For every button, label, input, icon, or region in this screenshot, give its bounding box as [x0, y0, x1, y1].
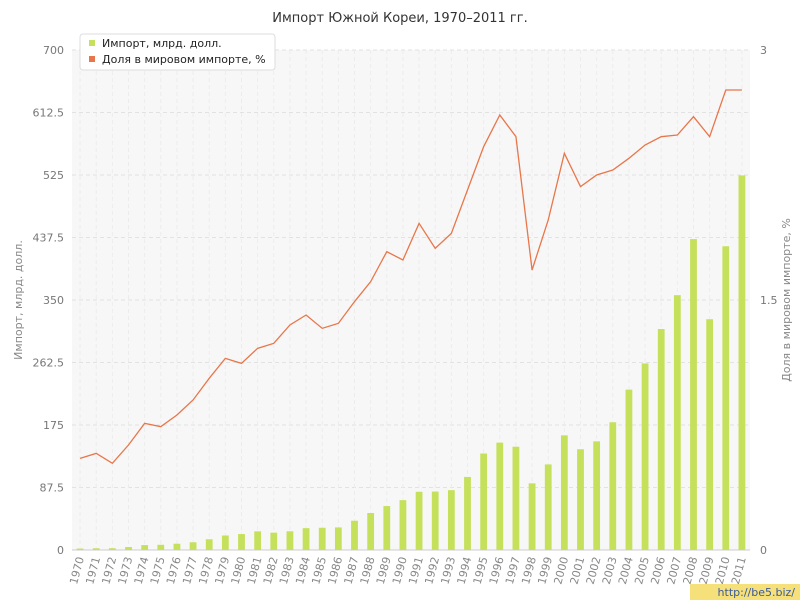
- import-bar: [367, 513, 375, 550]
- import-bar: [609, 422, 617, 550]
- right-axis-label: Доля в мировом импорте, %: [780, 218, 793, 382]
- chart-title: Импорт Южной Кореи, 1970–2011 гг.: [272, 11, 527, 26]
- import-bar: [657, 329, 665, 550]
- legend: Импорт, млрд. долл. Доля в мировом импор…: [79, 33, 276, 71]
- right-tick-label: 1.5: [760, 294, 778, 307]
- import-bar: [238, 534, 245, 550]
- watermark-link[interactable]: http://be5.biz/: [718, 586, 796, 599]
- import-bar: [690, 239, 697, 551]
- left-tick-label: 0: [57, 544, 64, 557]
- import-bar: [496, 442, 504, 550]
- import-bar: [738, 175, 746, 550]
- import-bar: [173, 543, 181, 550]
- import-bar: [560, 435, 568, 550]
- left-tick-label: 700: [43, 44, 64, 57]
- import-bar: [141, 545, 149, 550]
- legend-label-share: Доля в мировом импорте, %: [102, 53, 266, 66]
- import-bar: [706, 319, 714, 550]
- import-bar: [383, 506, 391, 550]
- import-bar: [318, 527, 326, 550]
- x-axis-ticks: 1970197119721973197419751976197719781979…: [67, 555, 749, 585]
- import-bar: [722, 246, 730, 551]
- import-bar: [512, 446, 520, 550]
- import-bar: [270, 532, 278, 550]
- left-axis-label: Импорт, млрд. долл.: [12, 240, 25, 360]
- import-bar: [302, 528, 310, 550]
- import-bar: [108, 548, 116, 550]
- import-bar: [76, 548, 84, 550]
- import-bar: [189, 542, 197, 550]
- left-axis-ticks: 0 87.5 175 262.5 350 437.5 525 612.5 700: [33, 44, 65, 557]
- legend-label-import: Импорт, млрд. долл.: [102, 37, 222, 50]
- import-bar: [431, 491, 439, 550]
- legend-swatch-share: [89, 56, 95, 62]
- share-line-path: [79, 89, 742, 465]
- left-tick-label: 437.5: [33, 232, 65, 245]
- import-bar: [673, 295, 681, 550]
- import-bar: [544, 464, 552, 550]
- import-bar: [254, 531, 262, 550]
- import-bar: [334, 527, 342, 550]
- import-bar: [286, 531, 294, 550]
- import-bar: [205, 539, 213, 550]
- import-bar: [415, 491, 423, 550]
- import-bar: [464, 476, 471, 550]
- import-bar: [528, 483, 536, 550]
- import-bar: [625, 389, 633, 550]
- import-bar: [125, 547, 132, 550]
- watermark[interactable]: http://be5.biz/: [690, 584, 800, 600]
- right-tick-label: 0: [760, 544, 767, 557]
- import-bar: [92, 548, 100, 550]
- left-tick-label: 87.5: [40, 482, 65, 495]
- import-bar: [593, 441, 601, 550]
- import-bar: [480, 453, 488, 550]
- left-tick-label: 525: [43, 169, 64, 182]
- watermark-bg: [690, 584, 800, 600]
- import-bars: [76, 175, 746, 551]
- right-axis-ticks: 01.53: [760, 44, 778, 557]
- import-bar: [641, 363, 649, 550]
- legend-swatch-import: [89, 40, 95, 46]
- left-tick-label: 262.5: [33, 357, 65, 370]
- import-bar: [447, 490, 455, 550]
- import-bar: [577, 449, 584, 550]
- import-bar: [351, 520, 358, 550]
- legend-box: [79, 33, 276, 71]
- left-tick-label: 612.5: [33, 107, 65, 120]
- import-bar: [221, 535, 229, 550]
- left-tick-label: 350: [43, 294, 64, 307]
- import-bar: [157, 544, 165, 550]
- right-tick-label: 3: [760, 44, 767, 57]
- import-bar: [399, 500, 407, 550]
- share-line: [79, 89, 742, 465]
- left-tick-label: 175: [43, 419, 64, 432]
